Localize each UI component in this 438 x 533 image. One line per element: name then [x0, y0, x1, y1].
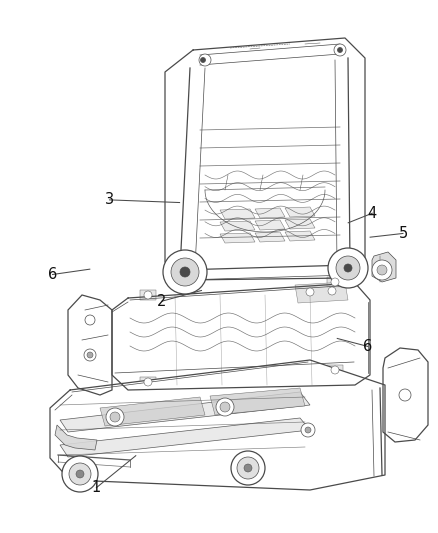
Polygon shape [255, 232, 285, 242]
Circle shape [399, 389, 411, 401]
Polygon shape [60, 392, 310, 432]
Polygon shape [100, 397, 205, 426]
Text: 4: 4 [367, 206, 377, 221]
Polygon shape [285, 219, 315, 229]
Circle shape [163, 250, 207, 294]
Circle shape [216, 398, 234, 416]
Polygon shape [255, 208, 285, 218]
Circle shape [372, 260, 392, 280]
Circle shape [199, 54, 211, 66]
Circle shape [331, 278, 339, 286]
Circle shape [328, 287, 336, 295]
Polygon shape [255, 220, 285, 230]
Polygon shape [372, 252, 396, 282]
Circle shape [69, 463, 91, 485]
Polygon shape [50, 360, 385, 490]
Circle shape [306, 288, 314, 296]
Circle shape [331, 366, 339, 374]
Polygon shape [55, 425, 97, 450]
Polygon shape [112, 283, 370, 390]
Circle shape [220, 402, 230, 412]
Polygon shape [220, 209, 255, 219]
Circle shape [377, 265, 387, 275]
Polygon shape [383, 348, 428, 442]
Circle shape [62, 456, 98, 492]
Circle shape [237, 457, 259, 479]
Polygon shape [140, 290, 156, 300]
Circle shape [144, 378, 152, 386]
Circle shape [334, 44, 346, 56]
Polygon shape [60, 418, 310, 457]
Circle shape [244, 464, 252, 472]
Polygon shape [285, 207, 315, 217]
Text: 6: 6 [363, 339, 373, 354]
Circle shape [106, 408, 124, 426]
Text: 5: 5 [398, 226, 408, 241]
Circle shape [84, 349, 96, 361]
Circle shape [305, 427, 311, 433]
Circle shape [85, 315, 95, 325]
Circle shape [328, 248, 368, 288]
Polygon shape [327, 365, 343, 375]
Polygon shape [68, 295, 112, 395]
Circle shape [338, 47, 343, 52]
Polygon shape [140, 377, 156, 387]
Circle shape [336, 256, 360, 280]
Circle shape [201, 58, 205, 62]
Polygon shape [165, 38, 365, 280]
Text: 3: 3 [105, 192, 114, 207]
Circle shape [144, 291, 152, 299]
Text: 6: 6 [48, 267, 57, 282]
Circle shape [171, 258, 199, 286]
Circle shape [344, 264, 352, 272]
Circle shape [180, 267, 190, 277]
Polygon shape [210, 388, 305, 415]
Polygon shape [285, 231, 315, 241]
Circle shape [76, 470, 84, 478]
Circle shape [87, 352, 93, 358]
Circle shape [231, 451, 265, 485]
Circle shape [301, 423, 315, 437]
Text: 1: 1 [92, 480, 101, 495]
Polygon shape [295, 282, 348, 303]
Polygon shape [220, 221, 255, 231]
Circle shape [110, 412, 120, 422]
Polygon shape [327, 277, 343, 287]
Polygon shape [220, 233, 255, 243]
Text: 2: 2 [157, 294, 167, 309]
